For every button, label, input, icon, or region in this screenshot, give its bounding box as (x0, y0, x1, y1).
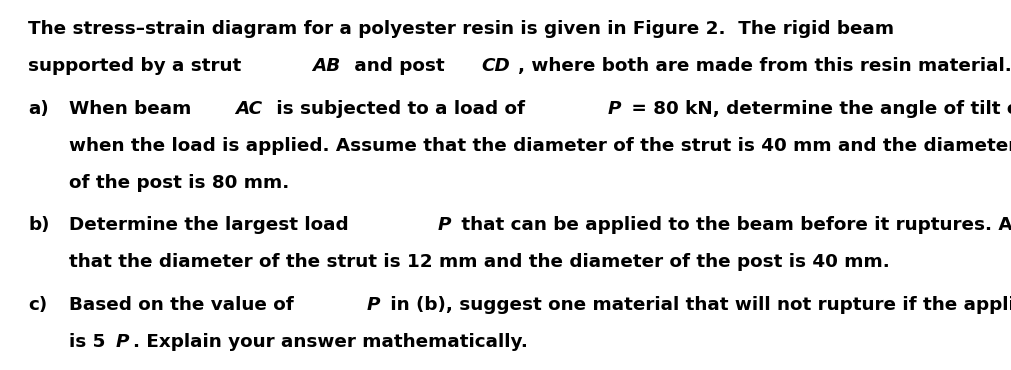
Text: supported by a strut: supported by a strut (28, 57, 248, 75)
Text: . Explain your answer mathematically.: . Explain your answer mathematically. (133, 333, 528, 351)
Text: AC: AC (235, 100, 262, 118)
Text: P: P (115, 333, 129, 351)
Text: The stress–strain diagram for a polyester resin is given in Figure 2.  The rigid: The stress–strain diagram for a polyeste… (28, 20, 900, 38)
Text: a): a) (28, 100, 50, 118)
Text: c): c) (28, 296, 48, 314)
Text: , where both are made from this resin material.: , where both are made from this resin ma… (518, 57, 1011, 75)
Text: AB: AB (311, 57, 340, 75)
Text: When beam: When beam (69, 100, 197, 118)
Text: P: P (367, 296, 380, 314)
Text: CD: CD (480, 57, 510, 75)
Text: is subjected to a load of: is subjected to a load of (270, 100, 531, 118)
Text: and post: and post (348, 57, 451, 75)
Text: that can be applied to the beam before it ruptures. Assume: that can be applied to the beam before i… (455, 216, 1011, 235)
Text: = 80 kN, determine the angle of tilt of the beam: = 80 kN, determine the angle of tilt of … (624, 100, 1011, 118)
Text: P: P (607, 100, 620, 118)
Text: Determine the largest load: Determine the largest load (69, 216, 355, 235)
Text: is 5: is 5 (69, 333, 105, 351)
Text: when the load is applied. Assume that the diameter of the strut is 40 mm and the: when the load is applied. Assume that th… (69, 137, 1011, 155)
Text: Based on the value of: Based on the value of (69, 296, 299, 314)
Text: of the post is 80 mm.: of the post is 80 mm. (69, 174, 289, 192)
Text: that the diameter of the strut is 12 mm and the diameter of the post is 40 mm.: that the diameter of the strut is 12 mm … (69, 253, 889, 272)
Text: in (b), suggest one material that will not rupture if the applied load: in (b), suggest one material that will n… (384, 296, 1011, 314)
Text: b): b) (28, 216, 50, 235)
Text: P: P (438, 216, 451, 235)
